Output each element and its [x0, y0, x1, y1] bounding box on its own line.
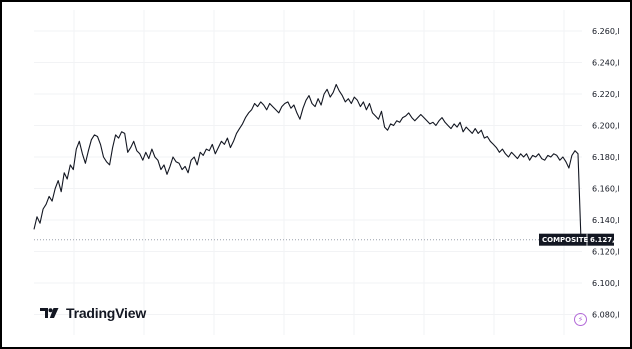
composite-price-tag-background	[539, 233, 614, 246]
y-tick-label: 6.140,l	[592, 216, 620, 225]
grid	[34, 10, 582, 335]
composite-value-label: 6.127,	[590, 236, 615, 244]
tradingview-logo-icon	[40, 308, 59, 318]
y-tick-label: 6.080,l	[592, 311, 620, 320]
y-tick-label: 6.160,l	[592, 185, 620, 194]
composite-price-tag: COMPOSITE 6.127,	[539, 233, 615, 246]
tradingview-brand[interactable]: TradingView	[40, 305, 146, 321]
y-tick-label: 6.180,l	[592, 153, 620, 162]
brand-name: TradingView	[66, 305, 147, 321]
composite-label: COMPOSITE	[542, 236, 589, 244]
y-tick-label: 6.100,l	[592, 279, 620, 288]
y-tick-label: 6.240,l	[592, 59, 620, 68]
y-tick-label: 6.220,l	[592, 90, 620, 99]
y-tick-label: 6.260,l	[592, 27, 620, 36]
y-tick-label: 6.120,l	[592, 248, 620, 257]
lightning-icon[interactable]: ⚡	[574, 313, 587, 326]
y-tick-label: 6.200,l	[592, 122, 620, 131]
price-axis: 6.260,l 6.240,l 6.220,l 6.200,l 6.180,l 6.160…	[592, 27, 620, 320]
price-series-line	[33, 83, 582, 241]
